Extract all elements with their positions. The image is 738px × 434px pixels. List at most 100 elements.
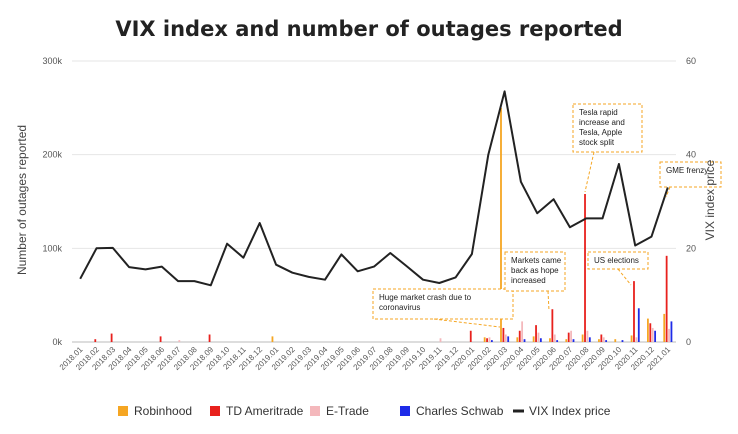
- bar-charles-schwab: [621, 340, 624, 342]
- bar-robinhood: [532, 336, 535, 342]
- bar-robinhood: [614, 339, 617, 342]
- left-tick-label: 200k: [42, 150, 62, 160]
- legend-label: VIX Index price: [529, 404, 611, 418]
- right-tick-label: 60: [686, 56, 696, 66]
- annotation-leader: [665, 186, 671, 198]
- right-axis-ticks: 0 20 40 60: [686, 56, 696, 347]
- bar-td-ameritrade: [633, 281, 635, 342]
- legend-label: Charles Schwab: [416, 404, 504, 418]
- bar-e-trade: [668, 328, 670, 342]
- bar-td-ameritrade: [649, 323, 652, 342]
- bar-td-ameritrade: [518, 330, 521, 342]
- annotation-leader: [617, 268, 632, 286]
- gridlines: [72, 60, 676, 343]
- legend-label: TD Ameritrade: [226, 404, 304, 418]
- bar-charles-schwab: [572, 339, 575, 342]
- bar-charles-schwab: [523, 339, 526, 342]
- annotation-text: Huge market crash due to: [379, 293, 472, 302]
- annotation-text: Tesla, Apple: [579, 128, 623, 137]
- bar-td-ameritrade: [551, 309, 554, 342]
- bar-robinhood: [271, 336, 274, 342]
- legend-label: Robinhood: [134, 404, 192, 418]
- annotation-box: [659, 161, 722, 188]
- bar-td-ameritrade: [208, 334, 211, 342]
- bar-e-trade: [651, 327, 654, 342]
- bar-charles-schwab: [588, 337, 591, 342]
- legend-swatch: [118, 406, 128, 416]
- bar-td-ameritrade: [486, 338, 488, 342]
- bar-e-trade: [570, 330, 572, 342]
- bar-charles-schwab: [490, 340, 493, 342]
- left-axis-ticks: 0k 100k 200k 300k: [42, 56, 62, 347]
- bar-td-ameritrade: [110, 333, 113, 342]
- right-tick-label: 20: [686, 243, 696, 253]
- legend-swatch: [210, 406, 220, 416]
- bar-charles-schwab: [507, 336, 510, 342]
- bar-td-ameritrade: [94, 339, 97, 342]
- bar-charles-schwab: [556, 340, 559, 342]
- legend-swatch-line: [513, 409, 524, 413]
- bar-robinhood: [598, 339, 600, 342]
- annotation-leader: [433, 318, 501, 328]
- bar-e-trade: [178, 340, 181, 342]
- vix-line: [79, 90, 669, 287]
- bar-charles-schwab: [539, 338, 542, 342]
- bar-robinhood: [647, 318, 649, 342]
- annotation-text: stock split: [579, 138, 615, 147]
- bar-robinhood: [549, 338, 551, 342]
- bar-robinhood: [516, 337, 519, 342]
- annotation-text: GME frenzy: [666, 166, 708, 175]
- bar-e-trade: [635, 337, 638, 342]
- bar-td-ameritrade: [665, 255, 668, 342]
- annotation-leader: [584, 151, 595, 193]
- bar-robinhood: [565, 339, 568, 342]
- bar-charles-schwab: [605, 340, 608, 342]
- bar-td-ameritrade: [535, 325, 537, 342]
- bar-td-ameritrade: [159, 336, 162, 342]
- bar-e-trade: [504, 334, 507, 342]
- bars: [94, 107, 673, 342]
- bar-robinhood: [500, 107, 502, 342]
- legend-swatch: [400, 406, 410, 416]
- annotation-text: US elections: [594, 256, 639, 265]
- bar-e-trade: [537, 332, 540, 342]
- left-tick-label: 300k: [42, 56, 62, 66]
- bar-charles-schwab: [637, 308, 640, 342]
- bar-e-trade: [521, 321, 524, 342]
- annotation-text: Markets came: [511, 256, 562, 265]
- bar-e-trade: [586, 330, 589, 342]
- bar-td-ameritrade: [600, 334, 603, 342]
- annotation-box: [572, 103, 643, 153]
- annotation-box: [504, 251, 566, 292]
- annotation-text: increased: [511, 276, 546, 285]
- bar-robinhood: [483, 337, 486, 342]
- x-axis-ticks: 2018.012018.022018.032018.042018.052018.…: [58, 345, 673, 372]
- legend: Robinhood TD Ameritrade E-Trade Charles Sch…: [118, 404, 611, 418]
- bar-td-ameritrade: [567, 332, 570, 342]
- annotation-text: coronavirus: [379, 303, 420, 312]
- bar-robinhood: [581, 334, 584, 342]
- right-axis-title: VIX index price: [703, 159, 717, 240]
- chart-title: VIX index and number of outages reported: [115, 17, 622, 41]
- left-tick-label: 100k: [42, 243, 62, 253]
- bar-e-trade: [553, 334, 556, 342]
- bar-e-trade: [602, 337, 605, 342]
- vix-index-line: [79, 90, 669, 287]
- left-tick-label: 0k: [52, 337, 62, 347]
- bar-robinhood: [663, 313, 666, 342]
- bar-td-ameritrade: [469, 330, 472, 342]
- bar-charles-schwab: [670, 321, 673, 342]
- annotation-box: [372, 288, 514, 320]
- annotation-text: Tesla rapid: [579, 108, 618, 117]
- right-tick-label: 40: [686, 150, 696, 160]
- bar-td-ameritrade: [584, 194, 586, 342]
- bar-td-ameritrade: [502, 327, 505, 342]
- right-tick-label: 0: [686, 337, 691, 347]
- bar-robinhood: [630, 335, 633, 342]
- left-axis-title: Number of outages reported: [15, 125, 29, 275]
- bar-e-trade: [488, 337, 491, 342]
- legend-label: E-Trade: [326, 404, 369, 418]
- legend-swatch: [310, 406, 320, 416]
- annotation-text: increase and: [579, 118, 625, 127]
